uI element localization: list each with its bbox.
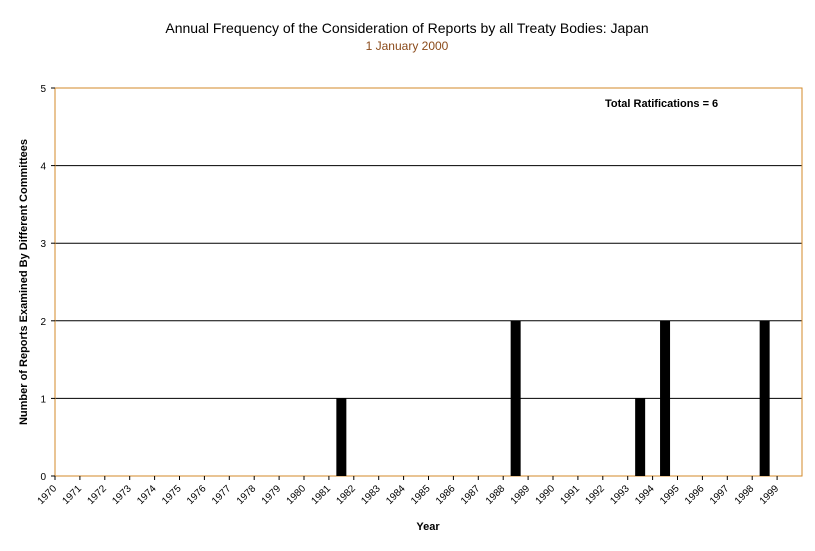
x-axis: 1970 1971 1972 1973 1974 1975 1976 1977 1978 1979… (36, 476, 782, 507)
bars (336, 320, 770, 476)
x-tick-label: 1981 (310, 483, 334, 507)
y-tick-label: 4 (40, 162, 46, 173)
bar-1994 (660, 320, 671, 476)
x-axis-label: Year (416, 521, 440, 533)
y-tick-label: 5 (40, 84, 46, 95)
x-tick-label: 1971 (61, 483, 85, 507)
x-tick-label: 1994 (633, 483, 657, 507)
x-tick-label: 1982 (334, 483, 358, 507)
x-tick-label: 1976 (185, 483, 209, 507)
bar-1981 (336, 398, 347, 476)
bar-1998 (759, 320, 770, 476)
x-tick-label: 1979 (260, 483, 284, 507)
x-tick-label: 1984 (384, 483, 408, 507)
x-tick-label: 1977 (210, 483, 234, 507)
gridlines (55, 165, 802, 399)
x-tick-label: 1983 (359, 483, 383, 507)
annotation-total-ratifications: Total Ratifications = 6 (605, 98, 718, 110)
x-tick-label: 1970 (36, 483, 60, 507)
plot-area (54, 87, 803, 477)
x-tick-label: 1991 (559, 483, 583, 507)
y-tick-label: 0 (40, 472, 46, 483)
chart-subtitle: 1 January 2000 (366, 39, 449, 53)
x-tick-label: 1988 (484, 483, 508, 507)
chart-title: Annual Frequency of the Consideration of… (165, 20, 648, 36)
x-tick-label: 1980 (285, 483, 309, 507)
x-tick-label: 1986 (434, 483, 458, 507)
x-tick-label: 1993 (608, 483, 632, 507)
y-tick-label: 3 (40, 239, 46, 250)
y-tick-label: 1 (40, 394, 46, 405)
x-tick-label: 1995 (658, 483, 682, 507)
bar-1993 (635, 398, 646, 476)
x-tick-label: 1999 (758, 483, 782, 507)
x-tick-label: 1992 (583, 483, 607, 507)
x-tick-label: 1975 (160, 483, 184, 507)
bar-1988 (510, 320, 521, 476)
x-tick-label: 1990 (534, 483, 558, 507)
x-tick-label: 1997 (708, 483, 732, 507)
x-tick-label: 1978 (235, 483, 259, 507)
y-axis-label: Number of Reports Examined By Different … (18, 139, 30, 425)
x-tick-label: 1987 (459, 483, 483, 507)
x-tick-label: 1985 (409, 483, 433, 507)
y-tick-label: 2 (40, 317, 46, 328)
x-tick-label: 1973 (110, 483, 134, 507)
x-tick-label: 1974 (135, 483, 159, 507)
x-tick-label: 1996 (683, 483, 707, 507)
x-tick-label: 1972 (85, 483, 109, 507)
x-tick-label: 1998 (733, 483, 757, 507)
x-tick-label: 1989 (509, 483, 533, 507)
y-axis: 0 1 2 3 4 5 (40, 84, 55, 483)
